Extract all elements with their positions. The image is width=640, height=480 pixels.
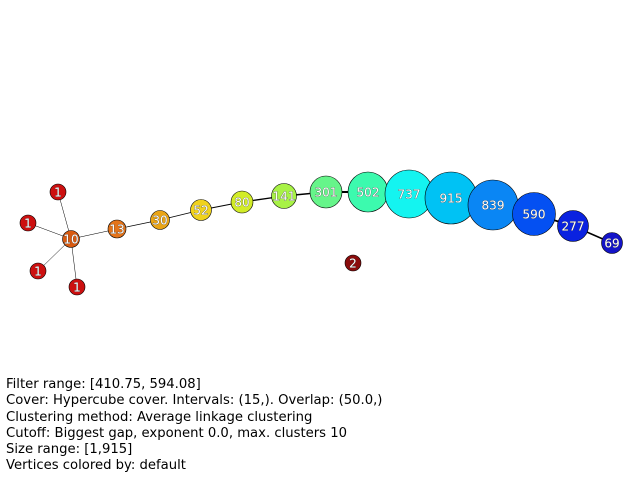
node-circle	[62, 230, 80, 248]
graph-node-737: 737	[384, 169, 434, 219]
graph-node-30: 30	[150, 210, 170, 230]
node-size-label: 80	[234, 195, 249, 209]
mapper-graph: 1 1 1 1 10 13 30 52 80 141 301 502 737 915 839 590 277 69…	[19, 169, 623, 296]
node-circle	[68, 278, 86, 296]
node-size-label: 737	[398, 187, 421, 201]
node-size-label: 1	[73, 280, 81, 294]
node-size-label: 1	[54, 185, 62, 199]
graph-nodes: 1 1 1 1 10 13 30 52 80 141 301 502 737 915 839 590 277 69…	[19, 169, 623, 296]
node-size-label: 52	[193, 203, 208, 217]
node-circle	[230, 190, 254, 214]
node-size-label: 10	[63, 232, 78, 246]
graph-node-590: 590	[512, 192, 556, 236]
node-size-label: 1	[24, 216, 32, 230]
node-size-label: 915	[440, 191, 463, 205]
node-circle	[19, 214, 37, 232]
graph-node-277: 277	[557, 210, 589, 242]
node-size-label: 69	[604, 236, 619, 250]
node-size-label: 13	[109, 222, 124, 236]
node-circle	[107, 219, 127, 239]
size-range-text: Size range: [1,915]	[6, 442, 133, 458]
node-size-label: 141	[273, 189, 296, 203]
graph-node-69: 69	[601, 232, 623, 254]
node-circle	[49, 183, 67, 201]
graph-node-141: 141	[271, 183, 297, 209]
graph-node-1: 1	[29, 262, 47, 280]
graph-node-1: 1	[68, 278, 86, 296]
graph-node-2: 2	[344, 254, 362, 272]
graph-node-52: 52	[190, 199, 212, 221]
node-size-label: 502	[357, 185, 380, 199]
node-circle	[512, 192, 556, 236]
node-size-label: 590	[523, 207, 546, 221]
node-circle	[309, 175, 343, 209]
node-circle	[150, 210, 170, 230]
node-circle	[601, 232, 623, 254]
filter-range-text: Filter range: [410.75, 594.08]	[6, 377, 201, 392]
graph-node-1: 1	[19, 214, 37, 232]
node-circle	[29, 262, 47, 280]
node-circle	[271, 183, 297, 209]
node-size-label: 30	[152, 213, 167, 227]
cutoff-text: Cutoff: Biggest gap, exponent 0.0, max. …	[6, 425, 348, 441]
vertex-color-text: Vertices colored by: default	[6, 458, 186, 474]
graph-node-10: 10	[62, 230, 80, 248]
graph-node-839: 839	[467, 179, 519, 231]
node-circle	[190, 199, 212, 221]
node-size-label: 2	[349, 256, 357, 270]
graph-node-13: 13	[107, 219, 127, 239]
clustering-method-text: Clustering method: Average linkage clust…	[6, 409, 313, 425]
node-size-label: 1	[34, 264, 42, 278]
graph-node-80: 80	[230, 190, 254, 214]
node-circle	[557, 210, 589, 242]
node-circle	[344, 254, 362, 272]
graph-node-502: 502	[347, 171, 389, 213]
graph-node-1: 1	[49, 183, 67, 201]
node-size-label: 301	[315, 185, 338, 199]
node-size-label: 277	[562, 219, 585, 233]
graph-node-301: 301	[309, 175, 343, 209]
cover-text: Cover: Hypercube cover. Intervals: (15,)…	[6, 393, 383, 409]
node-size-label: 839	[482, 198, 505, 212]
graph-node-915: 915	[424, 171, 478, 225]
graph-info-panel: Filter range: [410.75, 594.08] Cover: Hy…	[6, 377, 382, 475]
